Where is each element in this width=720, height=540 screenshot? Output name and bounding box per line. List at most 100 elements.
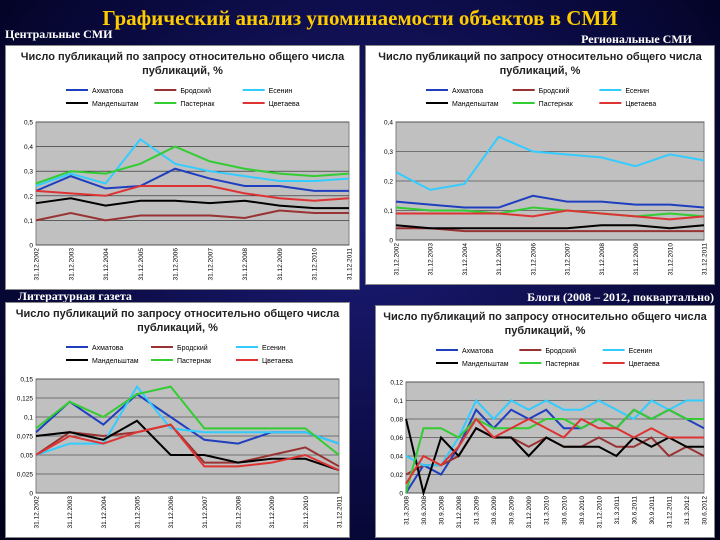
chart: Ахматова Бродский Есенин Мандельштам Пастерн… xyxy=(384,87,709,276)
x-tick-label: 31.12.2008 xyxy=(456,496,463,529)
x-tick-label: 31.12.2005 xyxy=(138,248,145,281)
x-tick-label: 30.9.2011 xyxy=(649,496,656,525)
legend-label: Бродский xyxy=(545,347,576,355)
series-line xyxy=(35,197,349,210)
legend-label: Мандельштам xyxy=(92,101,139,108)
x-tick-label: 31.12.2009 xyxy=(277,248,284,281)
x-tick-label: 31.12.2011 xyxy=(337,496,344,528)
legend-label: Ахматова xyxy=(462,348,493,355)
legend-label: Мандельштам xyxy=(452,101,499,108)
x-tick-label: 31.12.2009 xyxy=(633,243,640,276)
y-tick-label: 0,3 xyxy=(384,149,393,156)
x-tick-label: 31.12.2010 xyxy=(667,243,674,276)
legend-label: Есенин xyxy=(269,88,293,95)
y-tick-label: 0,02 xyxy=(390,472,403,479)
x-tick-label: 31.12.2008 xyxy=(599,243,606,276)
y-tick-label: 0,04 xyxy=(390,454,403,461)
x-tick-label: 31.3.2012 xyxy=(684,496,691,525)
x-tick-label: 30.9.2008 xyxy=(439,496,446,525)
series-line xyxy=(405,418,704,497)
legend-label: Бродский xyxy=(177,344,208,352)
chart-panel: Число публикаций по запросу относительно… xyxy=(5,302,350,538)
x-tick-label: 31.12.2011 xyxy=(702,243,709,275)
y-tick-label: 0,4 xyxy=(24,144,33,151)
x-tick-label: 31.3.2009 xyxy=(474,496,481,525)
legend-label: Есенин xyxy=(629,348,653,355)
x-tick-label: 31.12.2003 xyxy=(67,496,74,529)
chart-title: Число публикаций по запросу относительно… xyxy=(20,51,345,77)
y-tick-label: 0,5 xyxy=(24,120,33,127)
y-tick-label: 0 xyxy=(29,243,33,250)
y-tick-label: 0,075 xyxy=(17,434,34,441)
section-caption: Литературная газета xyxy=(18,289,132,303)
x-tick-label: 30.9.2009 xyxy=(509,496,516,525)
legend-label: Цветаева xyxy=(625,101,656,108)
x-tick-label: 31.12.2003 xyxy=(428,243,435,276)
legend-label: Бродский xyxy=(180,87,211,95)
chart-title: Число публикаций по запросу относительно… xyxy=(15,308,340,334)
legend-label: Бродский xyxy=(539,87,570,95)
series-line xyxy=(35,137,350,187)
legend-label: Мандельштам xyxy=(462,361,509,368)
section-caption: Центральные СМИ xyxy=(5,27,113,41)
chart: Ахматова Бродский Есенин Мандельштам Пастерн… xyxy=(17,344,344,529)
x-tick-label: 31.12.2004 xyxy=(103,248,110,281)
x-tick-label: 31.12.2007 xyxy=(202,496,209,529)
y-tick-label: 0,3 xyxy=(24,169,33,176)
legend-label: Ахматова xyxy=(452,88,483,95)
legend-label: Есенин xyxy=(262,345,286,352)
x-tick-label: 31.12.2005 xyxy=(496,243,503,276)
series-line xyxy=(405,417,704,485)
y-tick-label: 0,2 xyxy=(24,193,33,200)
series-line xyxy=(396,227,704,233)
x-tick-label: 31.12.2002 xyxy=(394,243,401,276)
legend-label: Цветаева xyxy=(629,361,660,368)
x-tick-label: 30.6.2011 xyxy=(631,496,638,525)
series-line xyxy=(35,384,340,456)
y-tick-label: 0,15 xyxy=(20,377,33,384)
x-tick-label: 30.6.2012 xyxy=(702,496,709,525)
legend-label: Есенин xyxy=(625,88,649,95)
legend-label: Мандельштам xyxy=(92,358,139,365)
x-tick-label: 31.12.2002 xyxy=(34,248,41,281)
x-tick-label: 31.12.2007 xyxy=(207,248,214,281)
x-tick-label: 31.12.2007 xyxy=(565,243,572,276)
x-tick-label: 31.12.2005 xyxy=(135,496,142,529)
series-line xyxy=(35,385,340,456)
x-tick-label: 30.6.2009 xyxy=(491,496,498,525)
series-line xyxy=(395,135,705,191)
series-line xyxy=(405,408,704,494)
x-tick-label: 31.12.2009 xyxy=(526,496,533,529)
x-tick-label: 31.12.2008 xyxy=(242,248,249,281)
y-tick-label: 0,1 xyxy=(384,208,393,215)
x-tick-label: 31.3.2011 xyxy=(614,496,621,525)
legend-label: Ахматова xyxy=(92,88,123,95)
x-tick-label: 31.3.2008 xyxy=(404,496,411,525)
x-tick-label: 31.12.2010 xyxy=(312,248,319,281)
series-line xyxy=(396,209,705,221)
chart: Ахматова Бродский Есенин Мандельштам Пастерн… xyxy=(24,87,354,281)
legend-label: Пастернак xyxy=(539,101,574,108)
series-line xyxy=(35,184,350,202)
x-tick-label: 31.12.2006 xyxy=(168,496,175,529)
legend-label: Пастернак xyxy=(545,361,580,368)
x-tick-label: 31.12.2004 xyxy=(462,243,469,276)
y-tick-label: 0,1 xyxy=(24,218,33,225)
y-tick-label: 0,2 xyxy=(384,179,393,186)
series-line xyxy=(35,423,340,472)
series-line xyxy=(405,398,704,467)
y-tick-label: 0,125 xyxy=(17,396,34,403)
series-line xyxy=(395,224,705,230)
chart-panel: Число публикаций по запросу относительно… xyxy=(5,45,360,290)
legend-label: Цветаева xyxy=(262,358,293,365)
x-tick-label: 31.12.2003 xyxy=(68,248,75,281)
x-tick-label: 31.12.2006 xyxy=(173,248,180,281)
y-tick-label: 0 xyxy=(389,238,393,245)
chart-title: Число публикаций по запросу относительно… xyxy=(383,311,707,337)
y-tick-label: 0,05 xyxy=(20,453,33,460)
y-tick-label: 0,12 xyxy=(390,380,403,387)
x-tick-label: 30.9.2010 xyxy=(579,496,586,525)
y-tick-label: 0,1 xyxy=(394,398,403,405)
x-tick-label: 31.12.2004 xyxy=(101,496,108,529)
y-tick-label: 0 xyxy=(29,491,33,498)
